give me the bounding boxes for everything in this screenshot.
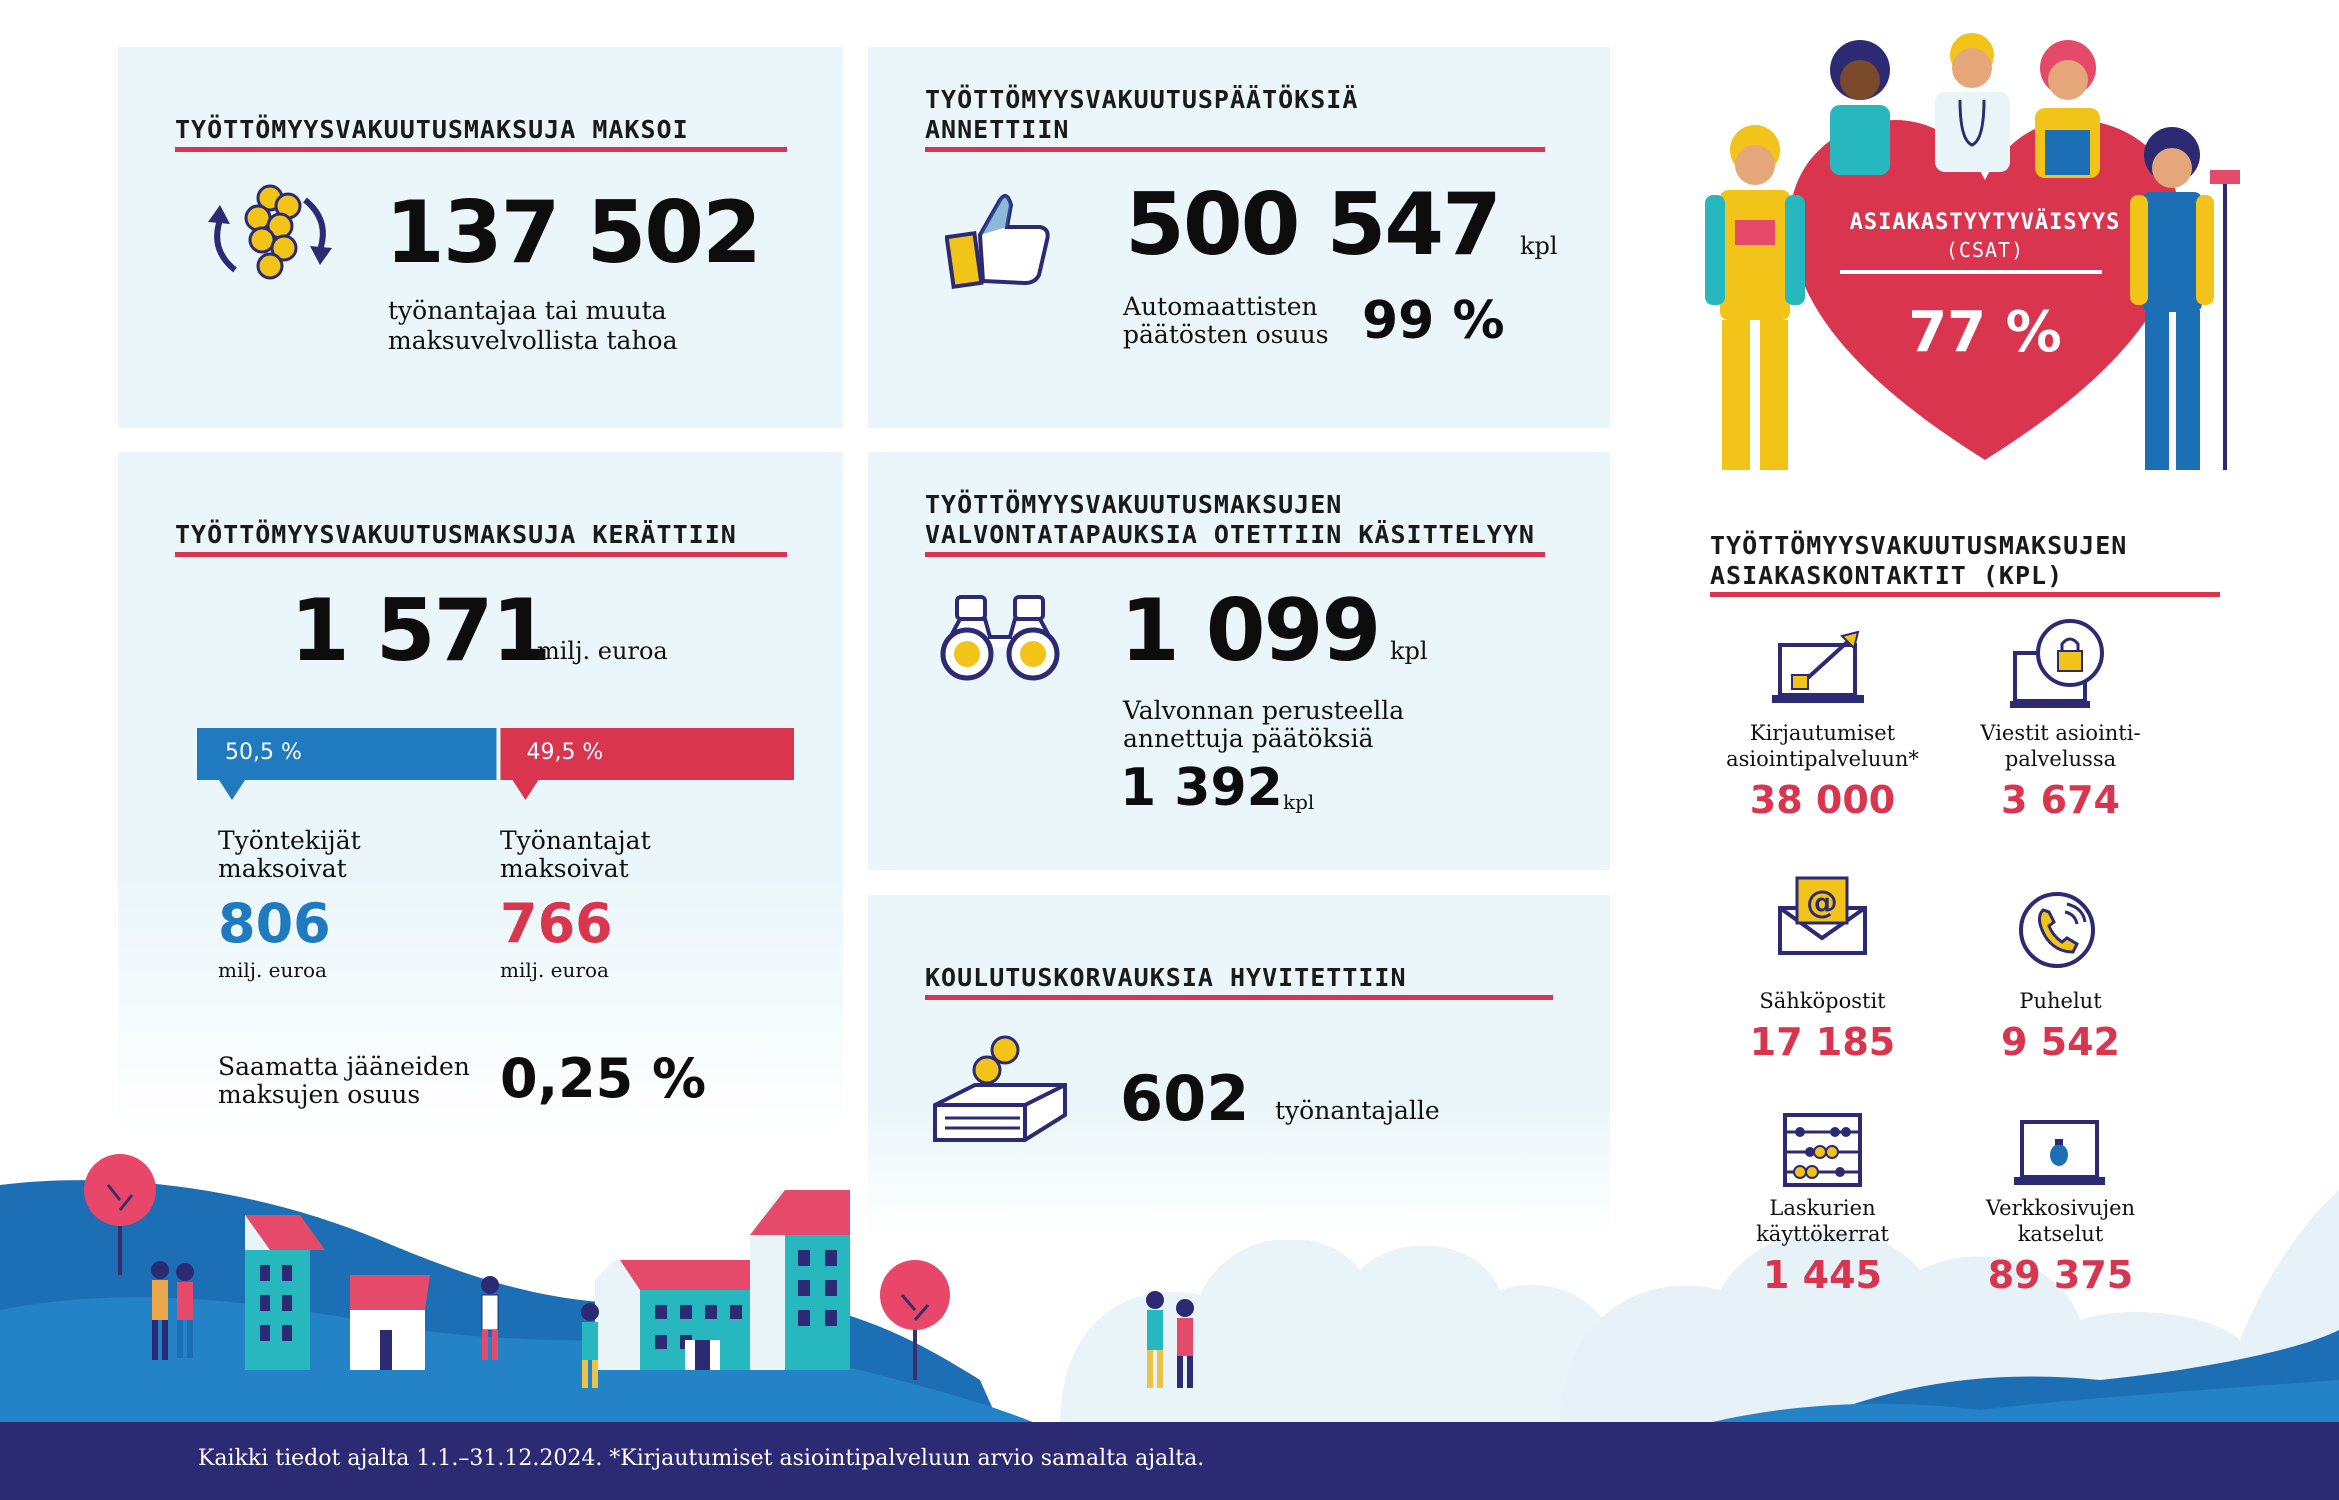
employees-label-1: Työntekijät bbox=[218, 826, 361, 855]
panel-decisions-auto-label-2: päätösten osuus bbox=[1123, 320, 1329, 349]
workers-heart-illustration bbox=[1705, 33, 2240, 470]
employers-label-1: Työnantajat bbox=[500, 826, 651, 855]
panel-collected bbox=[118, 452, 843, 1142]
abacus-icon bbox=[1783, 1113, 1862, 1187]
employers-unit: milj. euroa bbox=[500, 958, 609, 982]
share-bar-employers-pointer bbox=[512, 780, 539, 800]
panel-decisions-auto-value: 99 % bbox=[1362, 291, 1505, 351]
contact-emails-value: 17 185 bbox=[1749, 1020, 1896, 1064]
employers-value: 766 bbox=[500, 892, 613, 955]
laptop-login-icon bbox=[1772, 630, 1864, 703]
panel-supervision-sub-value: 1 392 bbox=[1120, 758, 1283, 818]
contact-messages-label-2: palvelussa bbox=[2004, 747, 2117, 771]
panel-supervision-sub-label-1: Valvonnan perusteella bbox=[1123, 696, 1405, 725]
panel-paid bbox=[118, 47, 843, 428]
share-bar-employers-percent: 49,5 % bbox=[526, 740, 604, 765]
email-icon: @ bbox=[1778, 876, 1867, 955]
panel-paid-caption-2: maksuvelvollista tahoa bbox=[388, 326, 678, 355]
panel-collected-unit: milj. euroa bbox=[537, 637, 668, 665]
panel-supervision-sub-label-2: annettuja päätöksiä bbox=[1123, 724, 1374, 753]
website-icon bbox=[2014, 1120, 2105, 1185]
share-bar-employers bbox=[500, 728, 794, 780]
panel-training-underline bbox=[925, 995, 1553, 1000]
uncollected-label-1: Saamatta jääneiden bbox=[218, 1052, 470, 1081]
panel-supervision-unit: kpl bbox=[1390, 637, 1428, 665]
contact-logins-label-1: Kirjautumiset bbox=[1749, 721, 1896, 745]
panel-decisions-unit: kpl bbox=[1520, 232, 1558, 260]
panel-training-unit: työnantajalle bbox=[1275, 1096, 1440, 1125]
walking-people-illustration bbox=[151, 1261, 1194, 1388]
contact-emails-label-1: Sähköpostit bbox=[1759, 989, 1886, 1013]
csat-label-2: (CSAT) bbox=[1945, 238, 2025, 262]
contact-calculators-label-2: käyttökerrat bbox=[1756, 1222, 1889, 1246]
binoculars-icon bbox=[940, 595, 1060, 681]
panel-decisions-heading-2: ANNETTIIN bbox=[925, 115, 1070, 144]
employers-label-2: maksoivat bbox=[500, 854, 629, 883]
csat-divider bbox=[1840, 270, 2102, 274]
contact-pageviews-label-2: katselut bbox=[2017, 1222, 2104, 1246]
coins-cycle-icon bbox=[208, 184, 332, 280]
contacts-heading-1: TYÖTTÖMYYSVAKUUTUSMAKSUJEN bbox=[1710, 531, 2128, 560]
panel-supervision-sub-unit: kpl bbox=[1283, 790, 1315, 814]
phone-icon bbox=[2019, 892, 2095, 968]
contact-logins-label-2: asiointipalveluun* bbox=[1726, 747, 1919, 771]
contact-calls-value: 9 542 bbox=[2001, 1020, 2120, 1064]
panel-decisions-underline bbox=[925, 147, 1545, 152]
panel-paid-caption-1: työnantajaa tai muuta bbox=[388, 296, 667, 325]
panel-decisions-auto-label-1: Automaattisten bbox=[1123, 292, 1318, 321]
panel-decisions-heading-1: TYÖTTÖMYYSVAKUUTUSPÄÄTÖKSIÄ bbox=[925, 85, 1359, 114]
panel-supervision-heading-2: VALVONTATAPAUKSIA OTETTIIN KÄSITTELYYN bbox=[925, 520, 1535, 549]
panel-supervision-value: 1 099 bbox=[1120, 581, 1381, 681]
uncollected-label-2: maksujen osuus bbox=[218, 1080, 421, 1109]
panel-training-value: 602 bbox=[1120, 1062, 1250, 1135]
panel-paid-underline bbox=[175, 147, 787, 152]
panel-decisions-value: 500 547 bbox=[1125, 175, 1502, 275]
contact-pageviews-value: 89 375 bbox=[1987, 1253, 2134, 1297]
csat-value: 77 % bbox=[1908, 300, 2062, 365]
csat-label-1: ASIAKASTYYTYVÄISYYS bbox=[1849, 210, 2121, 235]
contact-logins-value: 38 000 bbox=[1749, 778, 1896, 822]
panel-collected-value: 1 571 bbox=[290, 581, 551, 681]
secure-message-icon bbox=[2010, 619, 2104, 708]
contact-messages-value: 3 674 bbox=[2001, 778, 2120, 822]
employees-label-2: maksoivat bbox=[218, 854, 347, 883]
panel-supervision-heading-1: TYÖTTÖMYYSVAKUUTUSMAKSUJEN bbox=[925, 490, 1343, 519]
panel-training-heading: KOULUTUSKORVAUKSIA HYVITETTIIN bbox=[925, 963, 1407, 992]
panel-paid-heading: TYÖTTÖMYYSVAKUUTUSMAKSUJA MAKSOI bbox=[175, 115, 689, 144]
employees-value: 806 bbox=[218, 892, 331, 955]
footer: Kaikki tiedot ajalta 1.1.–31.12.2024. *K… bbox=[0, 1422, 2339, 1500]
money-book-icon bbox=[933, 1035, 1067, 1142]
thumbs-up-icon bbox=[945, 194, 1050, 289]
employees-unit: milj. euroa bbox=[218, 958, 327, 982]
panel-collected-underline bbox=[175, 552, 787, 557]
share-bar bbox=[197, 728, 794, 800]
contact-calculators-label-1: Laskurien bbox=[1769, 1196, 1876, 1220]
footer-text: Kaikki tiedot ajalta 1.1.–31.12.2024. *K… bbox=[198, 1446, 1205, 1471]
contacts-underline bbox=[1710, 592, 2220, 597]
contact-pageviews-label-1: Verkkosivujen bbox=[1985, 1196, 2136, 1220]
share-bar-employees-pointer bbox=[219, 780, 245, 800]
tree-illustration bbox=[880, 1260, 950, 1380]
uncollected-value: 0,25 % bbox=[500, 1047, 707, 1110]
svg-text:@: @ bbox=[1806, 883, 1838, 921]
panel-collected-heading: TYÖTTÖMYYSVAKUUTUSMAKSUJA KERÄTTIIN bbox=[175, 520, 737, 549]
village-illustration bbox=[84, 1154, 850, 1370]
share-bar-employees-percent: 50,5 % bbox=[225, 740, 302, 765]
contact-messages-label-1: Viestit asiointi- bbox=[1980, 721, 2141, 745]
contacts-heading-2: ASIAKASKONTAKTIT (KPL) bbox=[1710, 561, 2064, 590]
panel-paid-value: 137 502 bbox=[385, 183, 762, 283]
contact-calculators-value: 1 445 bbox=[1763, 1253, 1882, 1297]
contact-calls-label-1: Puhelut bbox=[2019, 989, 2102, 1013]
share-bar-employees bbox=[197, 728, 497, 780]
panel-supervision-underline bbox=[925, 552, 1545, 557]
